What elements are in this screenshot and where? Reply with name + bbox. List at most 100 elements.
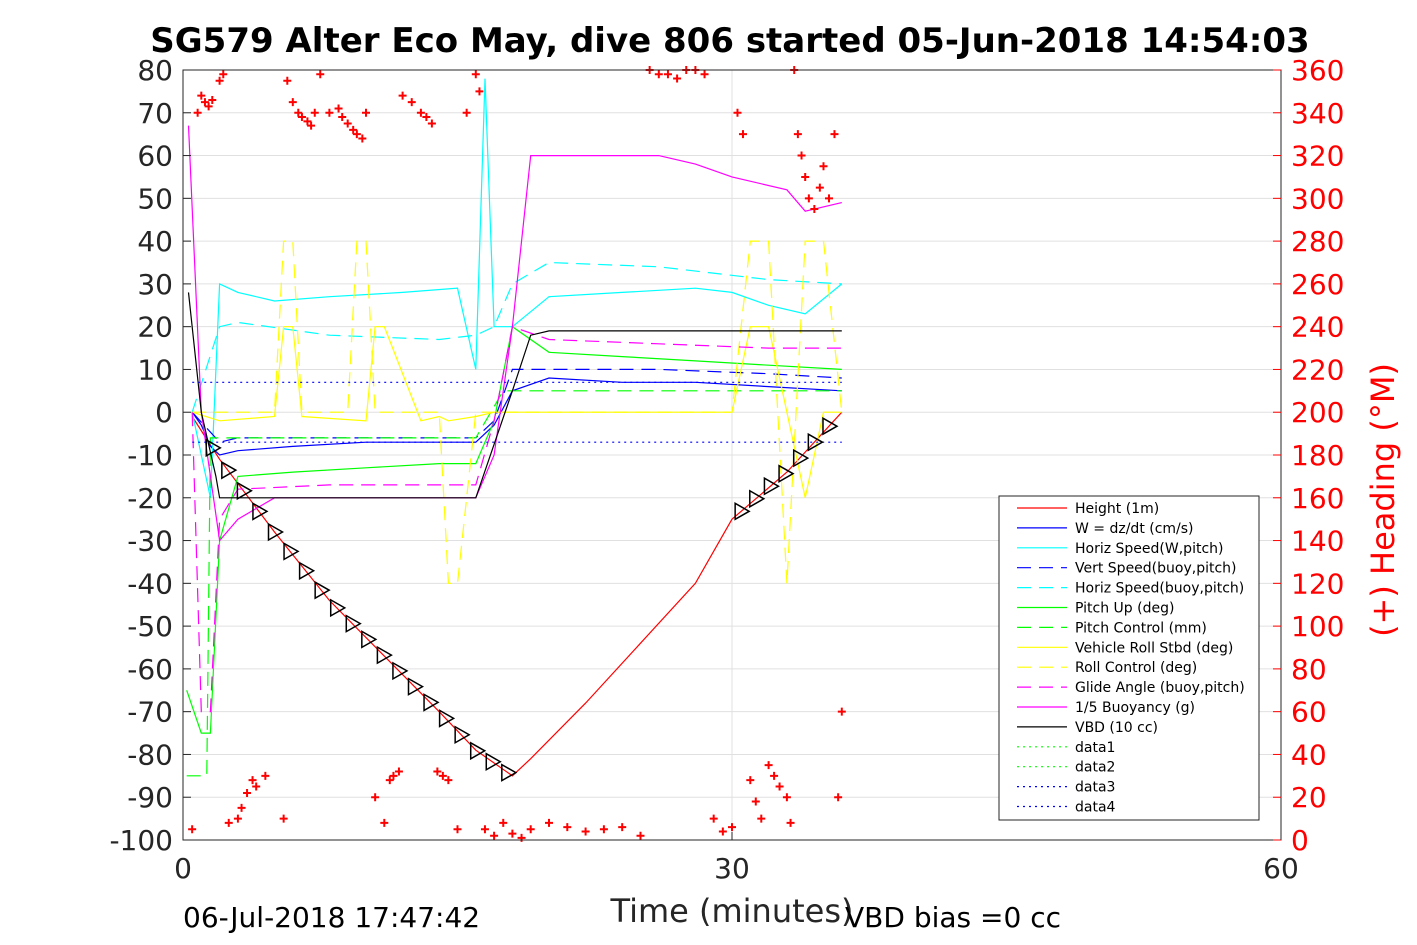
heading-point — [654, 70, 663, 79]
heading-point — [193, 108, 202, 117]
heading-point — [453, 825, 462, 834]
right-tick-label: 40 — [1291, 738, 1327, 771]
series-line — [186, 325, 842, 734]
heading-point — [797, 151, 806, 160]
height-sample-marker — [501, 763, 518, 782]
heading-point — [471, 70, 480, 79]
heading-point — [389, 771, 398, 780]
heading-point — [215, 76, 224, 85]
heading-point — [197, 91, 206, 100]
left-tick-label: -60 — [127, 653, 173, 686]
heading-point — [352, 130, 361, 139]
heading-point — [310, 108, 319, 117]
height-sample-marker — [236, 481, 253, 501]
left-tick-label: 80 — [137, 54, 173, 87]
heading-point — [325, 108, 334, 117]
left-tick-label: 30 — [137, 268, 173, 301]
left-tick-label: -30 — [127, 525, 173, 558]
heading-points — [188, 66, 846, 842]
height-sample-marker — [485, 752, 502, 772]
heading-point — [775, 782, 784, 791]
right-tick-label: 140 — [1291, 525, 1344, 558]
heading-point — [433, 767, 442, 776]
left-tick-label: 70 — [137, 97, 173, 130]
left-tick-label: -50 — [127, 610, 173, 643]
right-tick-label: 80 — [1291, 653, 1327, 686]
legend-box — [998, 495, 1260, 821]
heading-point — [243, 788, 252, 797]
heading-point — [288, 98, 297, 107]
heading-point — [371, 793, 380, 802]
heading-point — [709, 814, 718, 823]
legend-entry-label: VBD (10 cc) — [1075, 720, 1158, 736]
right-tick-label: 100 — [1291, 610, 1344, 643]
height-sample-marker — [792, 448, 810, 468]
right-tick-label: 180 — [1291, 439, 1344, 472]
heading-point — [815, 183, 824, 192]
heading-point — [545, 818, 553, 827]
height-sample-marker — [469, 741, 487, 761]
series-line — [187, 125, 842, 542]
heading-point — [801, 172, 810, 181]
chart-title: SG579 Alter Eco May, dive 806 started 05… — [150, 21, 1309, 61]
height-sample-marker — [822, 416, 839, 436]
height-sample-marker — [734, 502, 751, 521]
height-sample-marker — [778, 464, 795, 483]
right-tick-label: 20 — [1291, 781, 1327, 814]
right-tick-label: 120 — [1291, 567, 1344, 600]
right-tick-label: 360 — [1291, 54, 1344, 87]
right-axis: 3603403203002802602402202001801601401201… — [1273, 54, 1344, 857]
legend-entry-label: data1 — [1075, 740, 1115, 756]
legend-entry-label: Pitch Up (deg) — [1075, 601, 1174, 617]
height-sample-marker — [345, 614, 362, 633]
legend-entry-label: Glide Angle (buoy,pitch) — [1075, 680, 1245, 696]
height-sample-marker — [298, 561, 316, 581]
left-tick-label: 10 — [137, 353, 173, 386]
heading-point — [427, 119, 436, 128]
left-tick-label: -80 — [127, 738, 173, 771]
heading-point — [834, 793, 843, 802]
right-tick-label: 220 — [1291, 353, 1344, 386]
left-tick-label: 50 — [137, 182, 173, 215]
heading-point — [462, 108, 471, 117]
height-sample-marker — [314, 580, 331, 600]
series-line — [191, 368, 842, 443]
footer-timestamp: 06-Jul-2018 17:47:42 — [183, 901, 480, 934]
height-sample-marker — [423, 693, 440, 712]
heading-point — [764, 761, 773, 770]
heading-point — [636, 831, 645, 840]
left-tick-label: 60 — [137, 140, 173, 173]
heading-point — [663, 70, 672, 79]
heading-point — [303, 117, 312, 126]
heading-point — [563, 823, 572, 832]
right-tick-label: 240 — [1291, 311, 1344, 344]
heading-point — [837, 707, 846, 716]
height-sample-marker — [763, 476, 780, 496]
heading-point — [252, 782, 261, 791]
series-line — [191, 325, 842, 713]
heading-point — [786, 818, 795, 827]
left-tick-label: -70 — [127, 696, 173, 729]
heading-point — [200, 98, 209, 107]
series-line — [192, 240, 843, 584]
right-tick-label: 60 — [1291, 696, 1327, 729]
heading-point — [237, 803, 246, 812]
legend-entry-label: Roll Control (deg) — [1075, 660, 1197, 676]
height-sample-marker — [407, 677, 425, 696]
heading-point — [297, 113, 306, 122]
height-sample-marker — [361, 630, 378, 649]
legend: Height (1m) W = dz/dt (cm/s) Horiz Speed(W… — [998, 495, 1260, 821]
series-line — [191, 261, 842, 413]
left-axis: 80 70 60 50 40 30 20 10 0 -10 -20 -30 -40 -50 -60 -70 -8… — [109, 54, 191, 857]
heading-point — [219, 70, 228, 79]
heading-point — [618, 823, 627, 832]
series-layer — [186, 78, 843, 777]
heading-point — [438, 771, 447, 780]
height-sample-marker — [438, 709, 456, 728]
heading-point — [824, 194, 833, 203]
heading-point — [490, 831, 499, 840]
heading-point — [422, 113, 431, 122]
left-tick-label: -40 — [127, 567, 173, 600]
heading-point — [380, 818, 389, 827]
series-line — [192, 326, 842, 498]
